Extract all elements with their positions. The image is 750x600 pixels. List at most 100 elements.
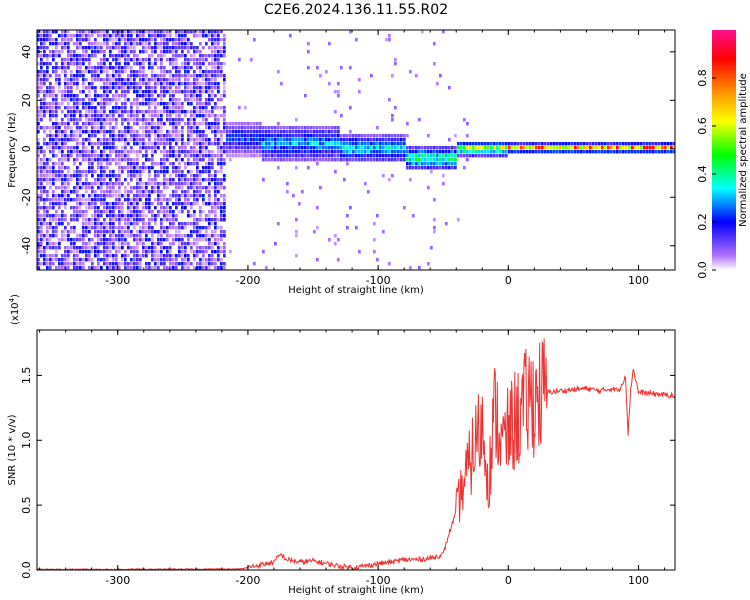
heatmap-cell [427, 154, 430, 158]
heatmap-cell [97, 114, 100, 118]
heatmap-cell [142, 134, 145, 138]
heatmap-cell [181, 82, 184, 86]
heatmap-cell [412, 158, 415, 162]
heatmap-cell [148, 82, 151, 86]
heatmap-cell [37, 62, 40, 66]
heatmap-cell [349, 106, 352, 110]
heatmap-cell [88, 54, 91, 58]
heatmap-cell [208, 234, 211, 238]
heatmap-cell [82, 250, 85, 254]
heatmap-cell [52, 254, 55, 258]
heatmap-cell [178, 98, 181, 102]
heatmap-cell [79, 174, 82, 178]
heatmap-cell [208, 182, 211, 186]
heatmap-cell [481, 146, 484, 150]
heatmap-cell [88, 122, 91, 126]
heatmap-cell [52, 94, 55, 98]
heatmap-cell [337, 150, 340, 154]
heatmap-cell [187, 62, 190, 66]
heatmap-cell [64, 226, 67, 230]
heatmap-cell [172, 62, 175, 66]
heatmap-cell [214, 122, 217, 126]
heatmap-cell [40, 118, 43, 122]
heatmap-cell [40, 126, 43, 130]
heatmap-cell [133, 78, 136, 82]
heatmap-cell [571, 150, 574, 154]
heatmap-cell [577, 142, 580, 146]
heatmap-cell [244, 130, 247, 134]
heatmap-cell [448, 150, 451, 154]
heatmap-cell [100, 234, 103, 238]
heatmap-cell [202, 254, 205, 258]
heatmap-cell [127, 130, 130, 134]
heatmap-cell [85, 182, 88, 186]
heatmap-cell [187, 50, 190, 54]
heatmap-cell [301, 130, 304, 134]
heatmap-cell [103, 98, 106, 102]
heatmap-cell [118, 70, 121, 74]
heatmap-cell [211, 162, 214, 166]
heatmap-cell [76, 138, 79, 142]
heatmap-cell [250, 154, 253, 158]
heatmap-cell [70, 126, 73, 130]
heatmap-cell [109, 126, 112, 130]
heatmap-cell [211, 122, 214, 126]
heatmap-cell [145, 154, 148, 158]
heatmap-cell [319, 126, 322, 130]
heatmap-cell [121, 166, 124, 170]
heatmap-cell [202, 202, 205, 206]
heatmap-cell [271, 134, 274, 138]
heatmap-cell [358, 146, 361, 150]
heatmap-cell [175, 34, 178, 38]
heatmap-cell [226, 142, 229, 146]
heatmap-cell [67, 182, 70, 186]
heatmap-cell [103, 258, 106, 262]
heatmap-cell [73, 42, 76, 46]
heatmap-cell [133, 122, 136, 126]
heatmap-cell [163, 262, 166, 266]
heatmap-cell [40, 110, 43, 114]
heatmap-cell [184, 242, 187, 246]
heatmap-cell [169, 34, 172, 38]
heatmap-cell [82, 230, 85, 234]
heatmap-cell [208, 102, 211, 106]
heatmap-cell [55, 130, 58, 134]
heatmap-cell [160, 258, 163, 262]
heatmap-cell [37, 222, 40, 226]
heatmap-cell [106, 66, 109, 70]
heatmap-cell [91, 198, 94, 202]
heatmap-cell [136, 254, 139, 258]
heatmap-cell [73, 190, 76, 194]
heatmap-cell [199, 102, 202, 106]
heatmap-cell [277, 138, 280, 142]
heatmap-cell [136, 38, 139, 42]
heatmap-cell [196, 82, 199, 86]
heatmap-cell [136, 222, 139, 226]
heatmap-cell [481, 142, 484, 146]
heatmap-cell [142, 170, 145, 174]
heatmap-cell [169, 94, 172, 98]
heatmap-cell [217, 246, 220, 250]
heatmap-cell [205, 162, 208, 166]
heatmap-cell [106, 226, 109, 230]
heatmap-cell [61, 218, 64, 222]
heatmap-cell [196, 158, 199, 162]
heatmap-cell [277, 130, 280, 134]
heatmap-cell [46, 206, 49, 210]
heatmap-cell [256, 126, 259, 130]
heatmap-cell [220, 114, 223, 118]
heatmap-cell [367, 154, 370, 158]
heatmap-cell [112, 130, 115, 134]
heatmap-cell [160, 182, 163, 186]
heatmap-cell [199, 230, 202, 234]
heatmap-cell [475, 142, 478, 146]
heatmap-cell [154, 198, 157, 202]
heatmap-cell [148, 182, 151, 186]
heatmap-cell [52, 170, 55, 174]
heatmap-cell [136, 242, 139, 246]
heatmap-cell [178, 30, 181, 34]
heatmap-cell [103, 222, 106, 226]
heatmap-cell [64, 46, 67, 50]
heatmap-cell [139, 186, 142, 190]
heatmap-cell [481, 154, 484, 158]
